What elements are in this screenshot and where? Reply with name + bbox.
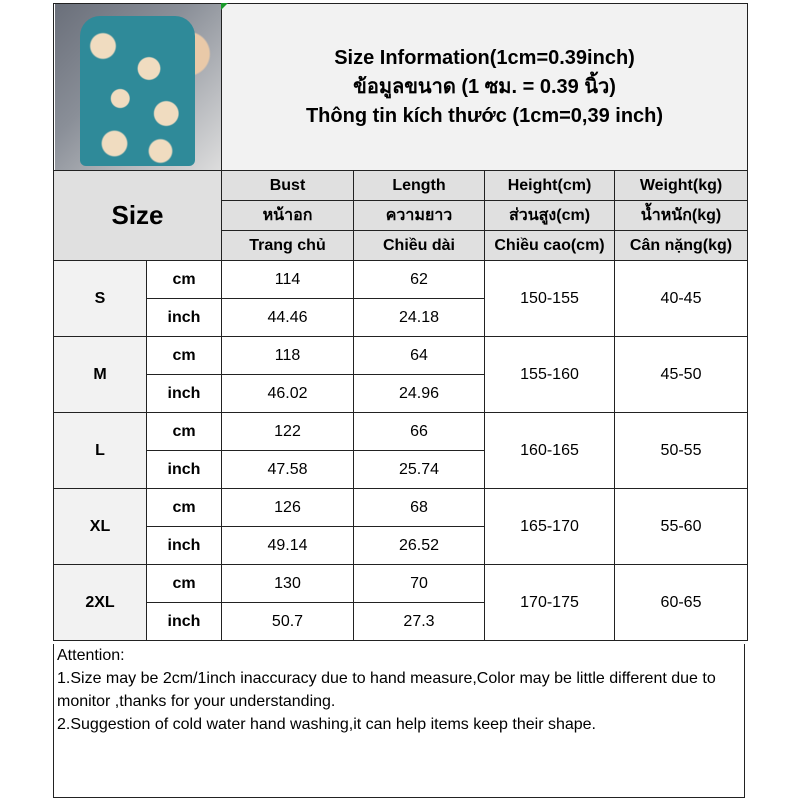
unit-inch: inch (146, 526, 222, 565)
size-row-inch: inch 47.58 25.74 (54, 450, 748, 489)
col-length-vi: Chiều dài (353, 230, 485, 261)
height-range: 170-175 (484, 564, 615, 641)
size-row-cm: L cm 122 66 160-165 50-55 (53, 412, 749, 489)
bust-inch: 46.02 (221, 374, 354, 413)
size-header: Size (53, 170, 222, 261)
product-photo (53, 3, 222, 171)
col-length-th: ความยาว (353, 200, 485, 231)
unit-inch: inch (146, 374, 222, 413)
size-info-title: Size Information(1cm=0.39inch) ข้อมูลขนา… (220, 3, 749, 171)
title-vi: Thông tin kích thước (1cm=0,39 inch) (305, 105, 664, 127)
size-label: S (53, 260, 147, 337)
size-row-cm: M cm 118 64 155-160 45-50 (53, 336, 749, 413)
weight-range: 50-55 (613, 412, 749, 489)
col-weight-th: น้ำหนัก(kg) (613, 200, 749, 231)
unit-cm: cm (146, 564, 222, 603)
size-row-inch: inch 44.46 24.18 (54, 298, 748, 337)
attention-notes: Attention: 1.Size may be 2cm/1inch inacc… (53, 644, 745, 798)
col-height-vi: Chiều cao(cm) (484, 230, 615, 261)
bust-inch: 44.46 (221, 298, 354, 337)
bust-cm: 130 (221, 564, 354, 603)
bust-inch: 50.7 (221, 602, 354, 641)
size-row-inch: inch 50.7 27.3 (54, 602, 748, 641)
size-label: 2XL (53, 564, 147, 641)
col-height-th: ส่วนสูง(cm) (484, 200, 615, 231)
length-cm: 70 (353, 564, 485, 603)
length-inch: 27.3 (353, 602, 485, 641)
unit-cm: cm (146, 412, 222, 451)
size-row-inch: inch 49.14 26.52 (54, 526, 748, 565)
bust-cm: 126 (221, 488, 354, 527)
bust-cm: 118 (221, 336, 354, 375)
length-inch: 24.96 (353, 374, 485, 413)
corner-marker (221, 3, 228, 10)
size-label: L (53, 412, 147, 489)
size-row-cm: XL cm 126 68 165-170 55-60 (53, 488, 749, 565)
bust-inch: 47.58 (221, 450, 354, 489)
length-cm: 66 (353, 412, 485, 451)
col-height-en: Height(cm) (484, 170, 615, 201)
height-range: 160-165 (484, 412, 615, 489)
col-bust-en: Bust (221, 170, 354, 201)
weight-range: 45-50 (613, 336, 749, 413)
length-cm: 62 (353, 260, 485, 299)
col-bust-th: หน้าอก (221, 200, 354, 231)
length-inch: 25.74 (353, 450, 485, 489)
attention-line-2: 2.Suggestion of cold water hand washing,… (57, 716, 596, 733)
attention-heading: Attention: (57, 647, 125, 664)
col-weight-en: Weight(kg) (613, 170, 749, 201)
height-range: 150-155 (484, 260, 615, 337)
title-en: Size Information(1cm=0.39inch) (334, 47, 635, 69)
col-bust-vi: Trang chủ (221, 230, 354, 261)
unit-inch: inch (146, 298, 222, 337)
size-row-cm: S cm 114 62 150-155 40-45 (53, 260, 749, 337)
size-row-inch: inch 46.02 24.96 (54, 374, 748, 413)
length-cm: 68 (353, 488, 485, 527)
weight-range: 40-45 (613, 260, 749, 337)
size-label: XL (53, 488, 147, 565)
bust-cm: 122 (221, 412, 354, 451)
height-range: 165-170 (484, 488, 615, 565)
col-weight-vi: Cân nặng(kg) (613, 230, 749, 261)
bust-cm: 114 (221, 260, 354, 299)
weight-range: 60-65 (613, 564, 749, 641)
attention-line-1: 1.Size may be 2cm/1inch inaccuracy due t… (57, 670, 716, 710)
length-cm: 64 (353, 336, 485, 375)
col-length-en: Length (353, 170, 485, 201)
unit-inch: inch (146, 602, 222, 641)
size-row-cm: 2XL cm 130 70 170-175 60-65 (53, 564, 749, 641)
size-chart-table: Size Information(1cm=0.39inch) ข้อมูลขนา… (53, 3, 749, 641)
size-label: M (53, 336, 147, 413)
unit-cm: cm (146, 260, 222, 299)
title-th: ข้อมูลขนาด (1 ซม. = 0.39 นิ้ว) (353, 76, 616, 98)
height-range: 155-160 (484, 336, 615, 413)
unit-cm: cm (146, 336, 222, 375)
length-inch: 24.18 (353, 298, 485, 337)
unit-cm: cm (146, 488, 222, 527)
length-inch: 26.52 (353, 526, 485, 565)
bust-inch: 49.14 (221, 526, 354, 565)
weight-range: 55-60 (613, 488, 749, 565)
unit-inch: inch (146, 450, 222, 489)
